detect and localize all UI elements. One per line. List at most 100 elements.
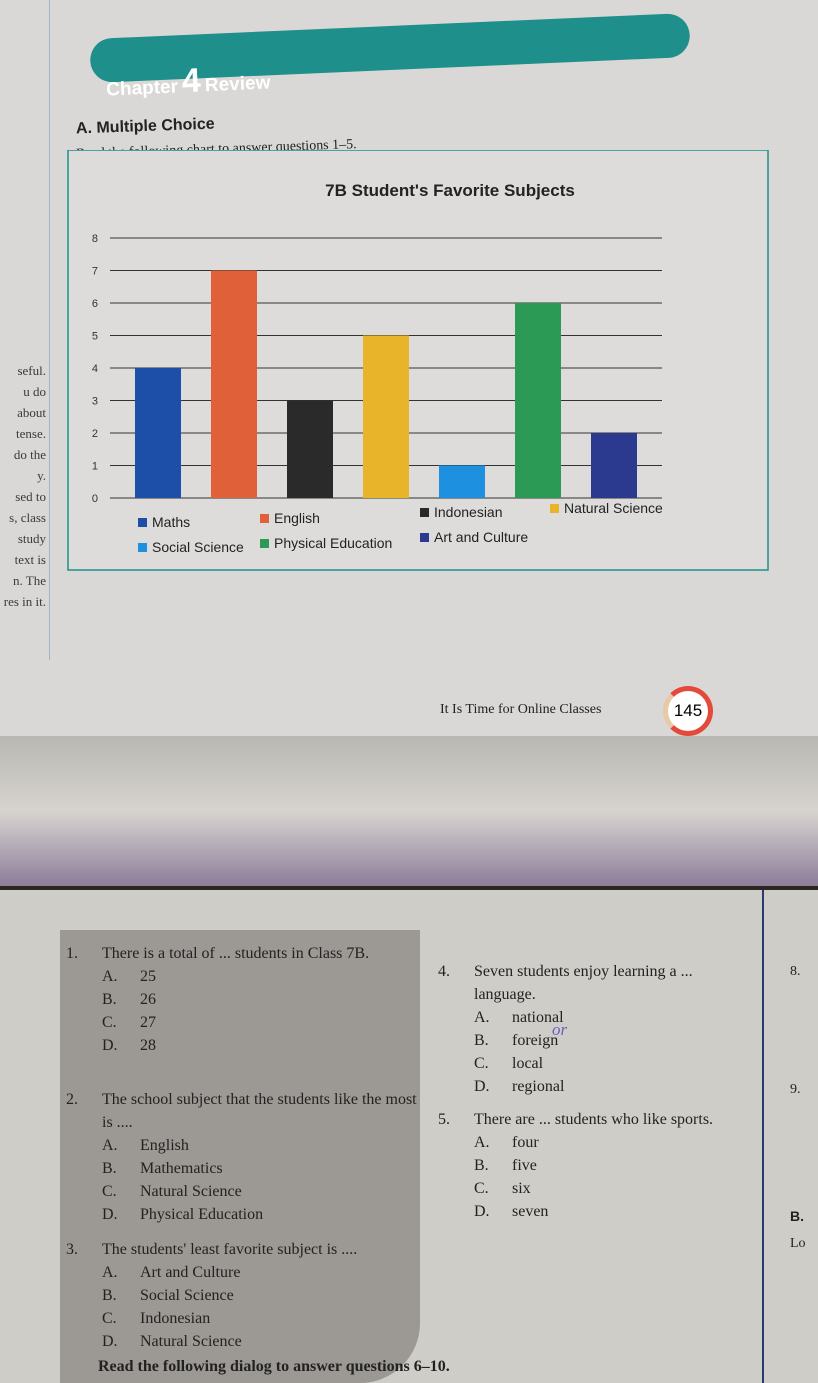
answer-option[interactable]: C. 27 xyxy=(66,1011,426,1034)
margin-line: n. The xyxy=(13,573,46,588)
answer-option[interactable]: D. Physical Education xyxy=(66,1203,426,1226)
option-letter: D. xyxy=(474,1203,490,1220)
option-letter: B. xyxy=(102,991,117,1008)
option-text: national xyxy=(512,1009,564,1026)
bar-chart: 7B Student's Favorite Subjects 0 1 2 3 4 5 6 7 8 M… xyxy=(67,150,769,571)
option-letter: A. xyxy=(102,1264,118,1281)
answer-option[interactable]: C. six xyxy=(438,1177,758,1200)
handwritten-note: or xyxy=(552,1020,568,1039)
page-number: 145 xyxy=(663,686,713,736)
option-text: five xyxy=(512,1157,537,1174)
answer-option[interactable]: C. Natural Science xyxy=(66,1180,426,1203)
right-column: 8. 9. B. Lo xyxy=(762,890,818,1383)
margin-line: s, class xyxy=(9,510,46,525)
legend-swatch xyxy=(138,518,147,527)
option-letter: B. xyxy=(474,1032,489,1049)
answer-option[interactable]: D. regional xyxy=(438,1075,758,1098)
answer-option[interactable]: B. Mathematics xyxy=(66,1157,426,1180)
bar-natural-science xyxy=(363,335,409,498)
answer-option[interactable]: A. 25 xyxy=(66,965,426,988)
answer-option[interactable]: B. five xyxy=(438,1154,758,1177)
option-letter: D. xyxy=(102,1037,118,1054)
margin-line: do the xyxy=(13,447,46,462)
option-text: Art and Culture xyxy=(140,1264,241,1281)
y-tick-label: 7 xyxy=(92,266,98,278)
question: 1. There is a total of ... students in Cl… xyxy=(66,942,426,1057)
y-tick-label: 1 xyxy=(92,461,98,473)
textbook-page-top: seful. u do about tense. do the y. sed to s, cl… xyxy=(0,0,818,736)
question-stem: Seven students enjoy learning a ... lang… xyxy=(474,963,693,1003)
question: 3. The students' least favorite subject i… xyxy=(66,1238,426,1353)
option-letter: A. xyxy=(102,968,118,985)
margin-line: y. xyxy=(37,468,46,483)
chart-frame xyxy=(67,150,769,571)
answer-option[interactable]: C. Indonesian xyxy=(66,1307,426,1330)
answer-option[interactable]: B. 26 xyxy=(66,988,426,1011)
answer-option[interactable]: A. national xyxy=(438,1006,758,1029)
option-letter: C. xyxy=(102,1014,117,1031)
option-letter: B. xyxy=(474,1157,489,1174)
option-letter: B. xyxy=(102,1160,117,1177)
background-table xyxy=(0,736,818,886)
bar-social-science xyxy=(439,465,485,498)
answer-option[interactable]: D. seven xyxy=(438,1200,758,1223)
y-tick-label: 5 xyxy=(92,331,98,343)
answer-option[interactable]: D. Natural Science xyxy=(66,1330,426,1353)
legend-swatch xyxy=(260,514,269,523)
footer-text: It Is Time for Online Classes xyxy=(440,702,602,717)
legend-swatch xyxy=(138,543,147,552)
section-fragment: Lo xyxy=(790,1236,806,1251)
question-stem: There are ... students who like sports. xyxy=(474,1111,714,1128)
question: 4. Seven students enjoy learning a ... la… xyxy=(438,960,758,1098)
chapter-label: Chapter xyxy=(105,76,179,101)
section-letter: B. xyxy=(790,1208,804,1224)
bar-maths xyxy=(135,368,181,498)
margin-line: study xyxy=(17,531,46,546)
answer-option[interactable]: C. local xyxy=(438,1052,758,1075)
legend-label: Indonesian xyxy=(434,504,503,520)
legend-label: English xyxy=(274,510,320,526)
chapter-banner: Chapter4 Review xyxy=(70,12,692,106)
option-text: six xyxy=(512,1180,531,1197)
answer-option[interactable]: A. English xyxy=(66,1134,426,1157)
option-text: Physical Education xyxy=(140,1206,264,1223)
question-number: 9. xyxy=(790,1082,801,1097)
question-stem: The students' least favorite subject is … xyxy=(102,1241,358,1258)
option-letter: B. xyxy=(102,1287,117,1304)
legend-swatch xyxy=(260,539,269,548)
option-letter: A. xyxy=(474,1134,490,1151)
next-instruction: Read the following dialog to answer ques… xyxy=(98,1358,450,1375)
chart-title: 7B Student's Favorite Subjects xyxy=(325,181,575,200)
option-letter: C. xyxy=(474,1180,489,1197)
margin-text: seful. u do about tense. do the y. sed to s, cl… xyxy=(0,360,46,612)
legend-swatch xyxy=(550,504,559,513)
legend-swatch xyxy=(420,533,429,542)
answer-option[interactable]: B. foreign xyxy=(438,1029,758,1052)
answer-option[interactable]: B. Social Science xyxy=(66,1284,426,1307)
legend-label: Art and Culture xyxy=(434,529,528,545)
option-text: foreign xyxy=(512,1032,559,1049)
y-tick-label: 8 xyxy=(92,233,98,245)
option-letter: C. xyxy=(474,1055,489,1072)
answer-option[interactable]: D. 28 xyxy=(66,1034,426,1057)
option-letter: C. xyxy=(102,1310,117,1327)
option-text: 28 xyxy=(140,1037,156,1054)
option-text: English xyxy=(140,1137,189,1154)
question-number: 5. xyxy=(438,1111,450,1128)
question: 5. There are ... students who like sports… xyxy=(438,1108,758,1223)
y-tick-label: 3 xyxy=(92,396,98,408)
textbook-page-bottom: 1. There is a total of ... students in Cl… xyxy=(0,890,818,1383)
option-text: Natural Science xyxy=(140,1183,242,1200)
option-text: Social Science xyxy=(140,1287,234,1304)
legend-label: Natural Science xyxy=(564,500,663,516)
question-stem: The school subject that the students lik… xyxy=(102,1091,417,1131)
answer-option[interactable]: A. Art and Culture xyxy=(66,1261,426,1284)
y-tick-label: 0 xyxy=(92,493,98,505)
option-text: Natural Science xyxy=(140,1333,242,1350)
margin-line: about xyxy=(17,405,46,420)
option-text: Indonesian xyxy=(140,1310,211,1327)
option-text: Mathematics xyxy=(140,1160,223,1177)
margin-line: seful. xyxy=(17,363,46,378)
y-tick-label: 6 xyxy=(92,298,98,310)
answer-option[interactable]: A. four xyxy=(438,1131,758,1154)
